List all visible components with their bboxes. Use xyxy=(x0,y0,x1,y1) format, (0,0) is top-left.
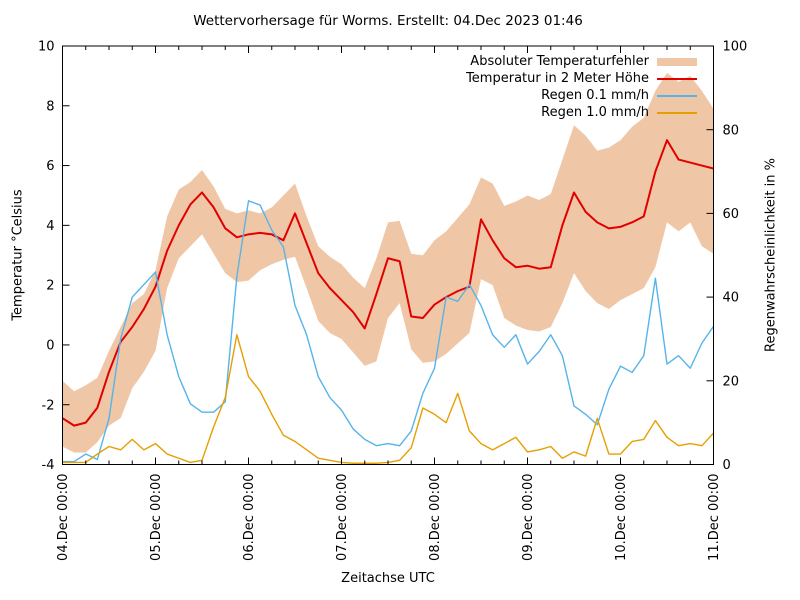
y-left-tick-label: 0 xyxy=(46,338,54,353)
legend-label-error-band: Absoluter Temperaturfehler xyxy=(470,54,649,69)
error-band-swatch xyxy=(657,57,697,66)
rain-10-line-swatch xyxy=(657,111,697,114)
y-left-tick-label: 10 xyxy=(38,40,55,55)
y-axis-right-title: Regenwahrscheinlichkeit in % xyxy=(763,158,779,352)
y-right-tick-label: 20 xyxy=(723,374,740,389)
y-right-tick-label: 0 xyxy=(723,458,731,473)
temperature-line-swatch xyxy=(657,77,697,80)
x-tick-label: 07.Dec 00:00 xyxy=(335,474,350,561)
legend-label-rain-10: Regen 1.0 mm/h xyxy=(541,105,649,120)
y-left-tick-label: 8 xyxy=(46,99,54,114)
legend-label-rain-01: Regen 0.1 mm/h xyxy=(541,88,649,103)
rain-01-series xyxy=(62,200,714,463)
y-right-tick-label: 100 xyxy=(723,40,748,55)
x-tick-label: 05.Dec 00:00 xyxy=(149,474,164,561)
legend: Absoluter Temperaturfehler Temperatur in… xyxy=(466,53,697,121)
x-tick-label: 06.Dec 00:00 xyxy=(242,474,257,561)
y-left-tick-label: -2 xyxy=(42,398,55,413)
y-left-tick-label: 6 xyxy=(46,159,54,174)
y-axis-left-title: Temperatur °Celsius xyxy=(10,189,26,321)
legend-item-rain-01: Regen 0.1 mm/h xyxy=(466,87,697,104)
x-tick-label: 10.Dec 00:00 xyxy=(614,474,629,561)
x-tick-label: 09.Dec 00:00 xyxy=(521,474,536,561)
x-tick-label: 04.Dec 00:00 xyxy=(56,474,71,561)
legend-label-temperature: Temperatur in 2 Meter Höhe xyxy=(466,71,649,86)
axis-ticks xyxy=(62,45,714,465)
x-tick-label: 11.Dec 00:00 xyxy=(707,474,722,561)
y-right-tick-label: 60 xyxy=(723,207,740,222)
legend-item-rain-10: Regen 1.0 mm/h xyxy=(466,104,697,121)
y-left-tick-label: 4 xyxy=(46,219,54,234)
y-left-tick-label: -4 xyxy=(42,458,55,473)
y-left-tick-label: 2 xyxy=(46,279,54,294)
curves-layer xyxy=(62,72,714,464)
legend-item-error-band: Absoluter Temperaturfehler xyxy=(466,53,697,70)
error-band-series xyxy=(62,72,714,453)
rain-01-line-swatch xyxy=(657,94,697,97)
legend-item-temperature: Temperatur in 2 Meter Höhe xyxy=(466,70,697,87)
y-right-tick-label: 40 xyxy=(723,291,740,306)
temperature-series xyxy=(62,139,714,427)
chart-title: Wettervorhersage für Worms. Erstellt: 04… xyxy=(193,13,583,29)
y-right-tick-label: 80 xyxy=(723,123,740,138)
x-axis-title: Zeitachse UTC xyxy=(341,571,435,586)
x-tick-label: 08.Dec 00:00 xyxy=(428,474,443,561)
